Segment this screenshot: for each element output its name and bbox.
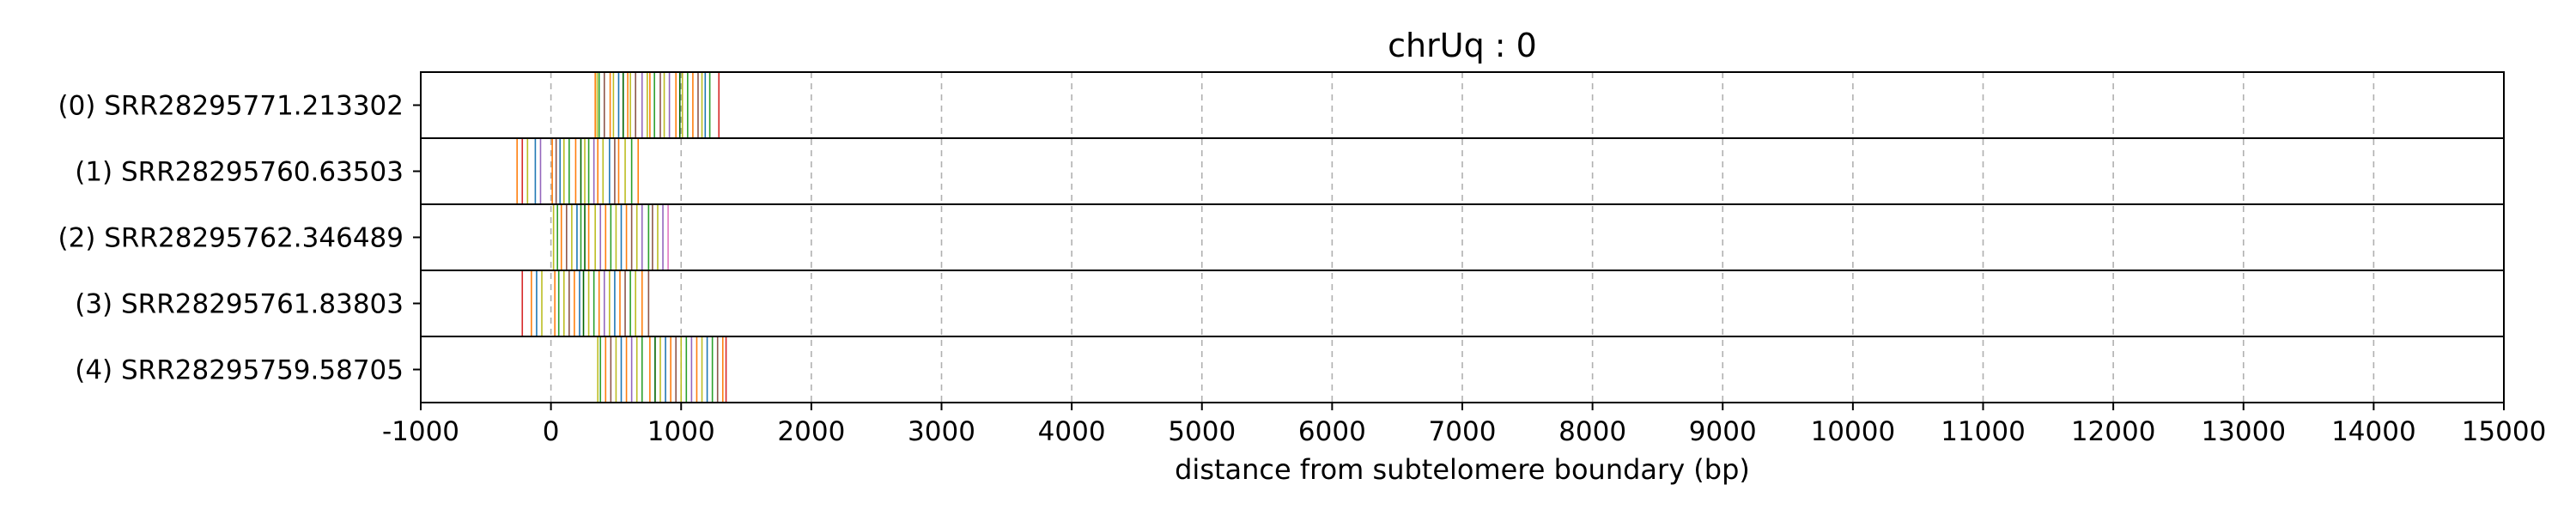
x-tick-label: 2000 xyxy=(777,416,845,447)
x-tick-label: 0 xyxy=(543,416,560,447)
x-tick-label: 10000 xyxy=(1811,416,1896,447)
chart-title: chrUq : 0 xyxy=(1388,27,1537,64)
x-tick-label: 1000 xyxy=(647,416,715,447)
x-tick-label: 4000 xyxy=(1038,416,1106,447)
x-tick-label: 9000 xyxy=(1689,416,1757,447)
vertical-grid xyxy=(550,72,2375,403)
read-panel xyxy=(420,203,2505,271)
x-tick-label: 5000 xyxy=(1168,416,1236,447)
read-marks xyxy=(516,73,727,402)
read-panel xyxy=(420,336,2505,403)
x-tick-label: 14000 xyxy=(2331,416,2416,447)
x-tick-label: 12000 xyxy=(2071,416,2156,447)
x-tick-label: 6000 xyxy=(1298,416,1366,447)
read-label: (0) SRR28295771.213302 xyxy=(58,91,404,122)
read-panel xyxy=(420,270,2505,337)
x-tick-label: 3000 xyxy=(908,416,975,447)
x-tick-label: -1000 xyxy=(382,416,459,447)
x-tick-label: 11000 xyxy=(1941,416,2026,447)
x-tick-label: 8000 xyxy=(1558,416,1626,447)
read-label: (4) SRR28295759.58705 xyxy=(75,355,404,386)
x-tick-label: 15000 xyxy=(2462,416,2547,447)
read-panel xyxy=(420,137,2505,205)
read-label: (1) SRR28295760.63503 xyxy=(75,157,404,188)
read-label: (2) SRR28295762.346489 xyxy=(58,223,404,254)
x-axis-ticks: -1000 0 1000 2000 3000 4000 5000 6000 7000 8000 90… xyxy=(382,403,2546,447)
read-labels: (0) SRR28295771.213302 (1) SRR28295760.63… xyxy=(58,91,421,386)
x-tick-label: 7000 xyxy=(1429,416,1497,447)
x-tick-label: 13000 xyxy=(2201,416,2286,447)
read-label: (3) SRR28295761.83803 xyxy=(75,289,404,320)
x-axis-label: distance from subtelomere boundary (bp) xyxy=(1175,453,1750,486)
